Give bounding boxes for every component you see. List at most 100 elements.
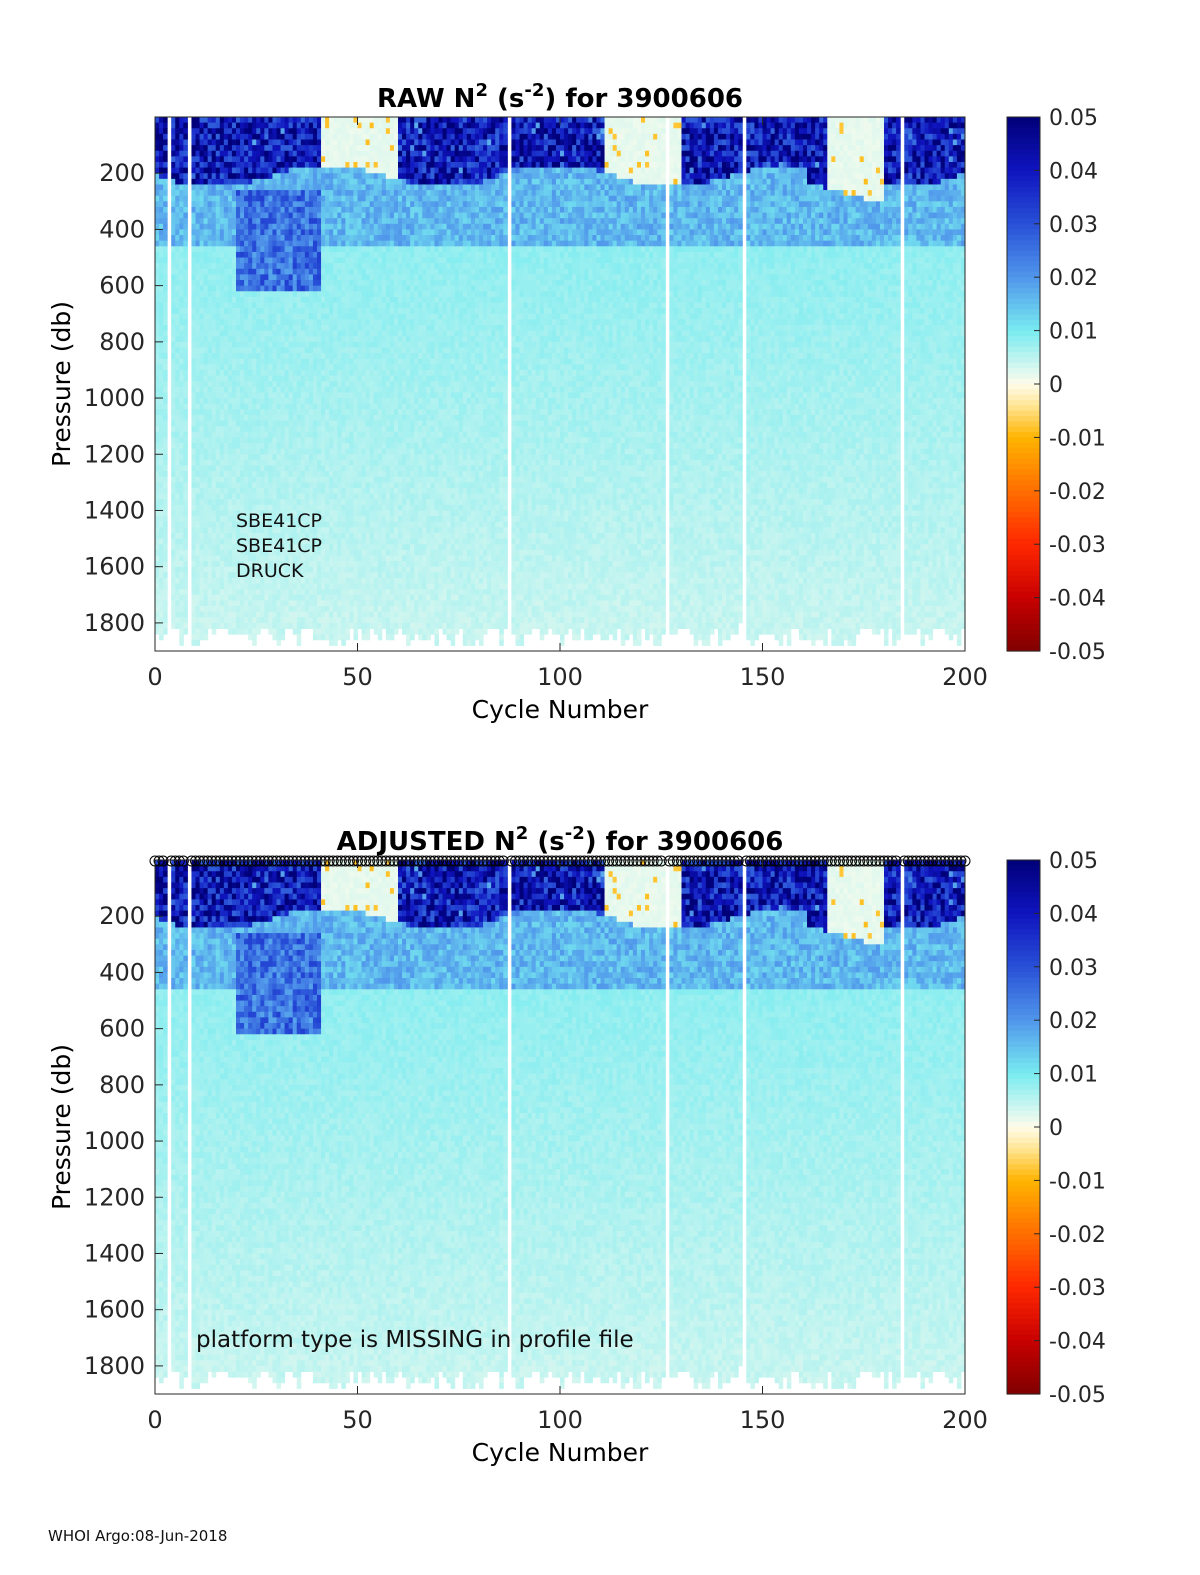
heatmap-cell [325,454,330,461]
heatmap-cell [236,622,241,630]
heatmap-cell [345,381,350,388]
heatmap-cell [155,555,160,562]
heatmap-cell [211,414,217,422]
heatmap-cell [179,235,184,242]
heatmap-cell [304,392,310,399]
heatmap-cell [219,308,225,315]
heatmap-cell [159,353,164,360]
heatmap-cell [219,257,225,264]
heatmap-cell [256,145,261,152]
heatmap-cell [349,223,354,230]
heatmap-cell [373,555,379,562]
heatmap-cell [268,347,273,354]
heatmap-cell [175,611,180,618]
heatmap-cell [280,465,286,472]
heatmap-cell [264,583,269,590]
heatmap-cell [325,617,330,624]
heatmap-cell [203,235,209,242]
heatmap-cell [175,206,180,214]
heatmap-cell [175,594,180,601]
heatmap-cell [155,566,160,573]
heatmap-cell [349,594,354,601]
heatmap-cell [292,398,298,405]
heatmap-cell [304,240,310,247]
heatmap-cell [369,251,375,259]
heatmap-cell [333,600,338,607]
heatmap-cell [353,117,358,124]
heatmap-cell [260,235,265,242]
heatmap-cell [373,454,379,461]
heatmap-cell [329,583,334,590]
heatmap-cell [183,133,188,140]
heatmap-cell [215,516,221,523]
heatmap-cell [248,544,253,551]
heatmap-cell [159,381,164,388]
heatmap-cell [219,122,225,129]
heatmap-cell [223,414,229,422]
heatmap-cell [296,251,302,259]
heatmap-cell [191,499,196,506]
heatmap-cell [268,476,273,483]
heatmap-cell [223,178,229,185]
heatmap-cell [345,358,350,365]
heatmap-cell [203,510,209,517]
heatmap-cell [280,606,286,613]
heatmap-cell [244,201,249,208]
heatmap-cell [171,606,176,613]
heatmap-cell [191,572,196,579]
heatmap-cell [231,392,237,399]
heatmap-cell [155,504,160,511]
heatmap-cell [191,358,196,365]
heatmap-cell [325,381,330,388]
heatmap-cell [244,184,249,191]
heatmap-cell [252,324,257,332]
heatmap-cell [227,167,233,174]
heatmap-cell [296,386,302,393]
heatmap-cell [365,313,371,320]
heatmap-cell [304,358,310,365]
heatmap-cell [308,291,314,298]
heatmap-cell [215,139,221,146]
heatmap-cell [361,302,367,309]
heatmap-cell [236,133,241,140]
heatmap-cell [179,190,184,197]
heatmap-cell [325,448,330,455]
heatmap-cell [199,296,205,303]
heatmap-cell [223,285,229,292]
heatmap-cell [175,527,180,534]
heatmap-cell [219,499,225,506]
heatmap-cell [163,527,168,534]
heatmap-cell [292,195,298,202]
heatmap-cell [321,532,326,540]
heatmap-cell [296,296,302,303]
heatmap-cell [312,589,318,596]
heatmap-cell [171,493,176,500]
heatmap-cell [272,392,277,399]
heatmap-cell [264,487,269,495]
heatmap-cell [349,122,354,129]
heatmap-cell [280,549,286,556]
heatmap-cell [276,302,282,309]
heatmap-cell [179,178,184,185]
heatmap-cell [341,437,346,444]
heatmap-cell [329,178,334,185]
heatmap-cell [321,611,326,618]
heatmap-cell [264,302,269,309]
heatmap-cell [349,499,354,506]
heatmap-cell [345,622,350,630]
heatmap-cell [223,476,229,483]
heatmap-cell [191,369,196,377]
heatmap-cell [219,285,225,292]
heatmap-cell [171,381,176,388]
heatmap-cell [252,583,257,590]
heatmap-cell [296,504,302,511]
heatmap-cell [365,594,371,601]
heatmap-cell [369,240,375,247]
heatmap-cell [248,319,253,326]
heatmap-cell [163,319,168,326]
heatmap-cell [195,195,201,202]
heatmap-cell [155,263,160,270]
heatmap-cell [276,319,282,326]
heatmap-cell [260,184,265,191]
heatmap-cell [252,409,257,416]
